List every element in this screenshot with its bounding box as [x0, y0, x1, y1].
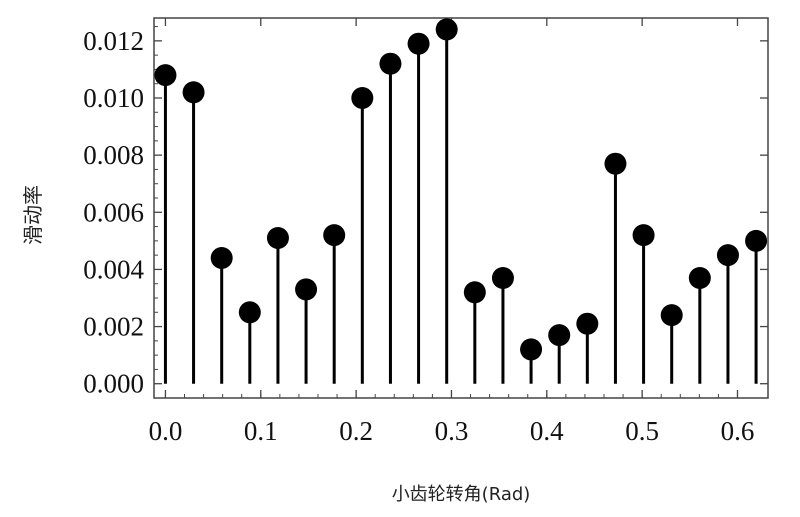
- stem-point: [407, 32, 430, 55]
- stem-point: [491, 267, 514, 289]
- stem-point: [716, 244, 739, 267]
- x-axis-title: 小齿轮转角(Rad): [392, 484, 531, 505]
- stem-point: [154, 64, 177, 87]
- stem-point: [745, 229, 768, 252]
- y-axis-title: 滑动率: [21, 185, 45, 245]
- stem-point: [238, 301, 261, 324]
- stem-point: [323, 224, 346, 247]
- y-tick-label: 0.010: [83, 83, 144, 113]
- stem-point: [379, 52, 402, 75]
- stem-point: [632, 224, 655, 247]
- stem-point: [295, 278, 318, 301]
- x-tick-label: 0.4: [530, 416, 564, 446]
- stem-point: [520, 338, 543, 361]
- stem-point: [435, 18, 458, 41]
- stem-point: [548, 324, 571, 347]
- x-tick-label: 0.6: [721, 416, 755, 446]
- stem-point: [688, 267, 711, 289]
- stem-point: [604, 152, 627, 175]
- stem-point: [210, 247, 233, 269]
- stem-point: [463, 281, 486, 304]
- y-tick-label: 0.008: [83, 140, 144, 170]
- x-tick-label: 0.5: [625, 416, 659, 446]
- y-tick-label: 0.006: [83, 197, 144, 227]
- y-tick-label: 0.000: [83, 369, 144, 399]
- plot-frame: [153, 17, 769, 399]
- y-tick-label: 0.004: [83, 254, 144, 284]
- stem-point: [182, 81, 205, 104]
- data-stems: [154, 18, 768, 384]
- x-tick-label: 0.0: [149, 416, 183, 446]
- y-axis-ticks: 0.000 0.002 0.004 0.006 0.008 0.010 0.012: [83, 26, 768, 399]
- x-tick-label: 0.3: [435, 416, 469, 446]
- x-tick-label: 0.1: [244, 416, 278, 446]
- x-axis-ticks: 0.0 0.1 0.2 0.3 0.4 0.5 0.6: [149, 18, 755, 446]
- stem-point: [266, 227, 289, 249]
- y-tick-label: 0.012: [83, 26, 144, 56]
- stem-point: [351, 87, 374, 109]
- x-tick-label: 0.2: [339, 416, 373, 446]
- stem-point: [660, 304, 683, 327]
- y-tick-label: 0.002: [83, 312, 144, 342]
- stem-point: [576, 312, 599, 335]
